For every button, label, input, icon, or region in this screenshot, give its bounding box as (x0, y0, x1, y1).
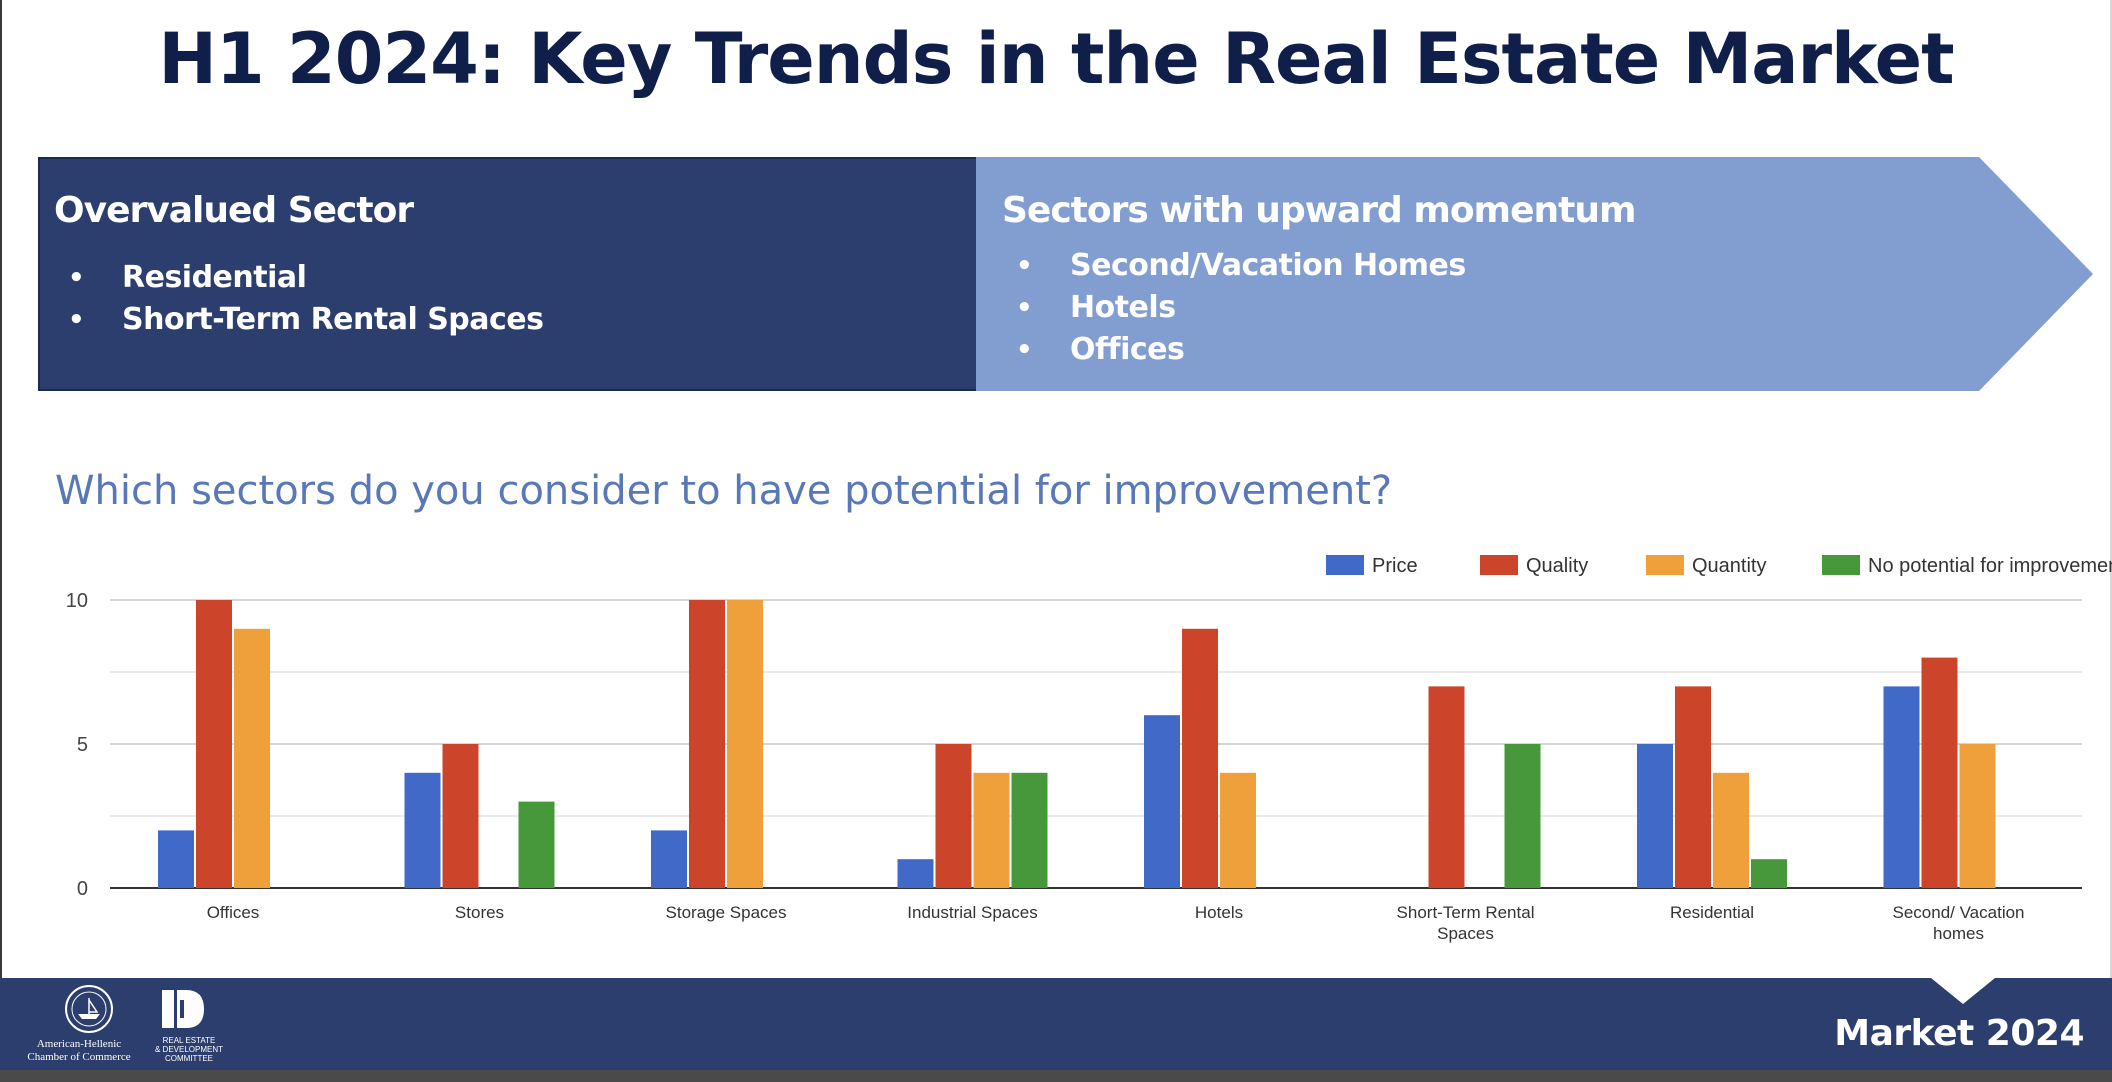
redc-line: COMMITTEE (165, 1054, 213, 1063)
bar-quantity (234, 628, 270, 888)
bar-quantity (1713, 772, 1749, 888)
amcham-line: Chamber of Commerce (27, 1051, 131, 1063)
list-item-label: Hotels (1070, 290, 1176, 325)
bar-quality (1675, 686, 1711, 888)
y-tick-label: 0 (77, 878, 88, 900)
y-tick-label: 10 (66, 590, 88, 612)
upward-list: • Second/Vacation Homes • Hotels • Offices (1002, 245, 1466, 371)
page-title: H1 2024: Key Trends in the Real Estate M… (158, 18, 1954, 100)
x-tick-label: Short-Term Rental (1397, 903, 1535, 922)
overvalued-heading: Overvalued Sector (54, 190, 414, 231)
x-tick-label: Hotels (1195, 903, 1243, 922)
list-item: • Residential (54, 257, 544, 299)
list-item: • Hotels (1002, 287, 1466, 329)
list-item: • Second/Vacation Homes (1002, 245, 1466, 287)
bar-quantity (727, 600, 763, 888)
bar-price (158, 830, 194, 888)
legend-swatch (1646, 555, 1684, 575)
legend-label: No potential for improvement (1868, 555, 2112, 577)
bar-quantity (1220, 772, 1256, 888)
x-tick-label: Offices (207, 903, 260, 922)
list-item: • Offices (1002, 329, 1466, 371)
bar-no-potential-for-improvement (1011, 772, 1048, 888)
bar-price (1144, 715, 1180, 888)
legend-swatch (1822, 555, 1860, 575)
bullet-icon: • (68, 263, 85, 293)
footer-bar (0, 978, 2112, 1070)
bar-price (1883, 686, 1920, 888)
bar-quantity (1959, 744, 1996, 888)
bullet-icon: • (68, 305, 85, 335)
bar-price (404, 772, 441, 888)
legend-swatch (1480, 555, 1518, 575)
redc-mark-icon (162, 990, 204, 1028)
chart-question: Which sectors do you consider to have po… (55, 468, 1393, 514)
bullet-icon: • (1016, 251, 1033, 281)
x-tick-label: Residential (1670, 903, 1754, 922)
bar-quality (935, 744, 972, 888)
bar-no-potential-for-improvement (1751, 859, 1787, 888)
overvalued-panel (38, 157, 978, 391)
legend-label: Quantity (1692, 555, 1766, 577)
amcham-line: American-Hellenic (36, 1038, 122, 1050)
list-item-label: Second/Vacation Homes (1070, 248, 1466, 283)
bar-chart: 0 5 10 Offices Stores Storage Spaces Industria… (66, 555, 2112, 943)
y-tick-label: 5 (77, 734, 88, 756)
bar-quality (689, 600, 725, 888)
legend-label: Price (1372, 555, 1418, 577)
arrow-shape (976, 157, 2093, 391)
bar-quality (1428, 686, 1465, 888)
amcham-name: American-Hellenic Chamber of Commerce (14, 1038, 144, 1064)
slide-border (2110, 0, 2112, 1082)
x-tick-label: Industrial Spaces (907, 903, 1037, 922)
x-tick-label: homes (1933, 924, 1984, 943)
list-item: • Short-Term Rental Spaces (54, 299, 544, 341)
overvalued-list: • Residential • Short-Term Rental Spaces (54, 257, 544, 341)
bar-quality (1921, 657, 1958, 888)
redc-line: & DEVELOPMENT (154, 1045, 223, 1054)
legend-swatch (1326, 555, 1364, 575)
slide-border (0, 0, 2, 1082)
x-tick-label: Second/ Vacation (1893, 903, 2025, 922)
bullet-icon: • (1016, 293, 1033, 323)
bar-price (651, 830, 687, 888)
redc-line: REAL ESTATE (162, 1036, 216, 1045)
footer-notch (1931, 978, 1995, 1004)
bar-price (897, 859, 934, 888)
bottom-edge (0, 1070, 2112, 1082)
footer-market-label: Market 2024 (1834, 1013, 2084, 1054)
bullet-icon: • (1016, 335, 1033, 365)
bar-no-potential-for-improvement (1504, 744, 1541, 888)
list-item-label: Short-Term Rental Spaces (122, 302, 544, 337)
bar-price (1637, 744, 1673, 888)
upward-heading: Sectors with upward momentum (1002, 190, 1636, 231)
redc-name: REAL ESTATE & DEVELOPMENT COMMITTEE (152, 1036, 226, 1063)
upward-panel (976, 157, 2093, 391)
x-tick-label: Spaces (1437, 924, 1494, 943)
x-tick-label: Stores (455, 903, 504, 922)
x-tick-label: Storage Spaces (666, 903, 787, 922)
amcham-logo: American-Hellenic Chamber of Commerce (14, 984, 144, 1064)
redc-logo: REAL ESTATE & DEVELOPMENT COMMITTEE (152, 984, 226, 1068)
bar-no-potential-for-improvement (518, 801, 555, 888)
seal-icon (65, 985, 113, 1033)
bar-quality (442, 744, 479, 888)
bar-quantity (973, 772, 1010, 888)
legend-label: Quality (1526, 555, 1588, 577)
bar-quality (196, 600, 232, 888)
list-item-label: Residential (122, 260, 307, 295)
bar-quality (1182, 628, 1218, 888)
list-item-label: Offices (1070, 332, 1185, 367)
